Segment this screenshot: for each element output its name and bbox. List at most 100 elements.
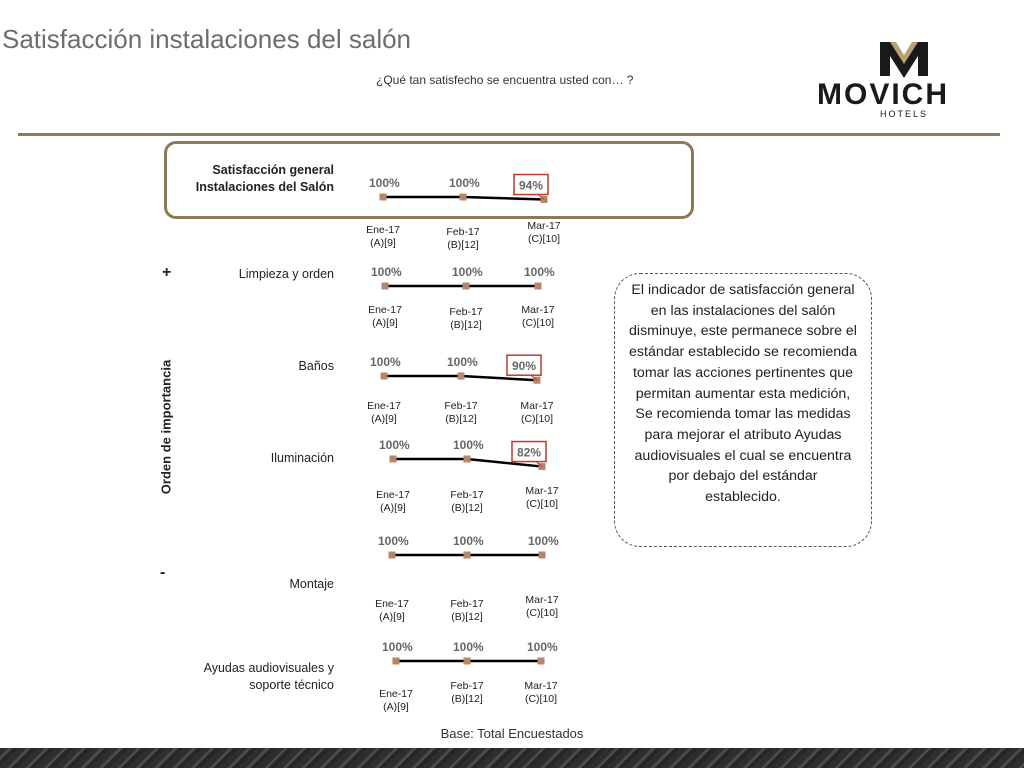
data-label: 82% xyxy=(517,446,541,460)
x-tick-label: Ene-17 (A)[9] xyxy=(362,400,406,426)
row-label: Baños xyxy=(154,358,334,375)
data-point xyxy=(538,551,546,559)
page-title: Satisfacción instalaciones del salón xyxy=(2,24,412,54)
data-label: 100% xyxy=(453,534,484,548)
x-tick-label: Ene-17 (A)[9] xyxy=(371,489,415,515)
x-tick-label: Mar-17 (C)[10] xyxy=(520,594,564,620)
row-label: Ayudas audiovisuales y soporte técnico xyxy=(154,660,334,694)
importance-minus: - xyxy=(160,564,166,581)
tick-month: Ene-17 xyxy=(367,400,401,412)
x-tick-label: Feb-17 (B)[12] xyxy=(445,680,489,706)
tick-base: (B)[12] xyxy=(447,239,479,251)
data-point xyxy=(534,282,542,290)
tick-base: (A)[9] xyxy=(383,701,409,713)
tick-base: (A)[9] xyxy=(371,413,397,425)
x-tick-label: Feb-17 (B)[12] xyxy=(445,489,489,515)
tick-base: (A)[9] xyxy=(372,317,398,329)
tick-month: Feb-17 xyxy=(449,306,483,318)
tick-month: Mar-17 xyxy=(525,594,559,606)
row-label-line: Iluminación xyxy=(270,451,334,465)
x-tick-label: Ene-17 (A)[9] xyxy=(370,598,414,624)
data-label: 100% xyxy=(379,438,410,452)
footer-pattern xyxy=(0,748,1024,768)
row-label-line: Instalaciones del Salón xyxy=(195,180,334,194)
x-tick-label: Mar-17 (C)[10] xyxy=(520,485,564,511)
data-label: 100% xyxy=(369,176,400,190)
tick-month: Ene-17 xyxy=(376,489,410,501)
logo-subtitle: HOTELS xyxy=(880,109,929,119)
data-label: 90% xyxy=(512,359,536,373)
x-tick-label: Feb-17 (B)[12] xyxy=(445,598,489,624)
row-label-line: Baños xyxy=(298,359,334,373)
data-point xyxy=(537,657,545,665)
tick-month: Feb-17 xyxy=(444,400,478,412)
row-label: Iluminación xyxy=(154,450,334,467)
tick-base: (B)[12] xyxy=(445,413,477,425)
logo-mark-icon xyxy=(880,42,928,78)
tick-base: (B)[12] xyxy=(451,502,483,514)
row-label-line: Satisfacción general xyxy=(212,163,334,177)
tick-month: Ene-17 xyxy=(375,598,409,610)
data-point xyxy=(463,657,471,665)
tick-base: (C)[10] xyxy=(525,498,559,510)
x-tick-label: Mar-17 (C)[10] xyxy=(519,680,563,706)
data-label: 100% xyxy=(378,534,409,548)
data-label: 100% xyxy=(370,355,401,369)
tick-month: Mar-17 xyxy=(527,220,561,232)
data-label: 100% xyxy=(524,265,555,279)
data-point xyxy=(463,455,471,463)
data-point xyxy=(379,193,387,201)
tick-month: Feb-17 xyxy=(450,680,484,692)
data-label: 100% xyxy=(527,640,558,654)
row-label: Limpieza y orden xyxy=(154,266,334,283)
x-tick-label: Mar-17 (C)[10] xyxy=(516,304,560,330)
tick-base: (C)[10] xyxy=(520,413,554,425)
data-label: 100% xyxy=(452,265,483,279)
data-label: 100% xyxy=(371,265,402,279)
tick-month: Ene-17 xyxy=(379,688,413,700)
data-label: 100% xyxy=(382,640,413,654)
tick-month: Mar-17 xyxy=(524,680,558,692)
tick-base: (A)[9] xyxy=(370,237,396,249)
x-tick-label: Feb-17 (B)[12] xyxy=(439,400,483,426)
highlight-box xyxy=(511,440,547,463)
tick-month: Ene-17 xyxy=(368,304,402,316)
tick-month: Feb-17 xyxy=(450,489,484,501)
logo-wordmark: MOVICH xyxy=(817,78,949,111)
highlight-box xyxy=(506,354,542,376)
data-label: 100% xyxy=(447,355,478,369)
data-label: 100% xyxy=(449,176,480,190)
x-tick-label: Feb-17 (B)[12] xyxy=(441,226,485,252)
data-point xyxy=(380,372,388,380)
tick-month: Ene-17 xyxy=(366,224,400,236)
row-label: Montaje xyxy=(154,576,334,593)
overall-row-highlight xyxy=(164,141,694,219)
tick-base: (A)[9] xyxy=(379,611,405,623)
movich-logo: MOVICH HOTELS xyxy=(812,38,992,124)
base-note: Base: Total Encuestados xyxy=(440,726,584,741)
highlight-leader xyxy=(535,461,543,467)
x-tick-label: Ene-17 (A)[9] xyxy=(361,224,405,250)
comment-box: El indicador de satisfacción general en … xyxy=(614,273,872,547)
x-tick-label: Feb-17 (B)[12] xyxy=(444,306,488,332)
data-label: 100% xyxy=(453,438,484,452)
tick-month: Feb-17 xyxy=(450,598,484,610)
tick-month: Mar-17 xyxy=(520,400,554,412)
importance-plus: + xyxy=(162,264,172,281)
tick-base: (C)[10] xyxy=(521,317,555,329)
tick-base: (C)[10] xyxy=(525,607,559,619)
x-tick-label: Ene-17 (A)[9] xyxy=(363,304,407,330)
data-label: 100% xyxy=(528,534,559,548)
tick-base: (B)[12] xyxy=(450,319,482,331)
data-point xyxy=(459,193,467,201)
tick-base: (C)[10] xyxy=(524,693,558,705)
row-label: Satisfacción general Instalaciones del Sa… xyxy=(154,162,334,196)
data-label: 94% xyxy=(519,179,543,193)
data-point xyxy=(389,455,397,463)
page-subtitle: ¿Qué tan satisfecho se encuentra usted c… xyxy=(376,73,634,87)
data-point xyxy=(457,372,465,380)
tick-base: (A)[9] xyxy=(380,502,406,514)
data-label: 100% xyxy=(453,640,484,654)
row-label-line: Montaje xyxy=(289,577,334,591)
